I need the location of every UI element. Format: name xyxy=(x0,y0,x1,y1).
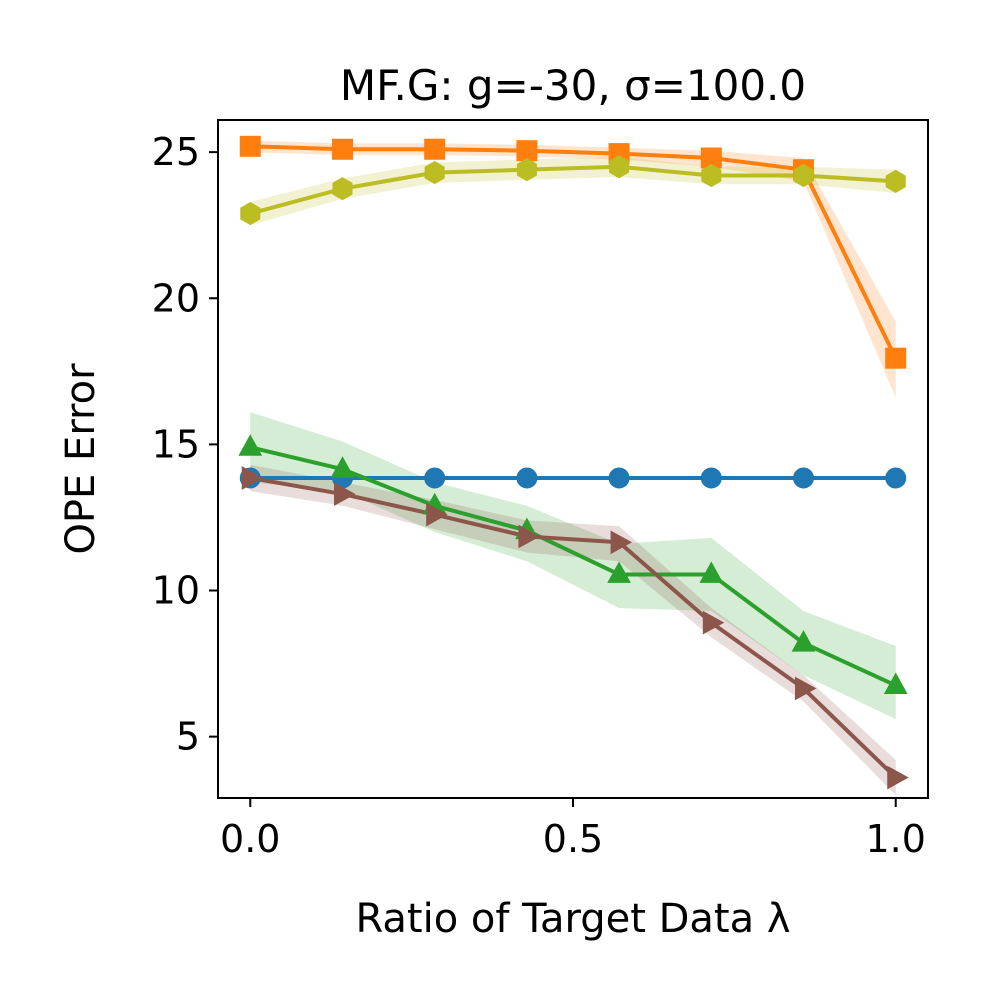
green-triangle-marker xyxy=(238,434,263,456)
orange-square-marker xyxy=(332,138,354,160)
green-triangle-marker xyxy=(883,672,908,694)
olive-hexagon-marker xyxy=(332,177,353,201)
brown-triangle-right-line xyxy=(249,476,898,779)
olive-hexagon-line xyxy=(249,164,896,216)
blue-circle-marker xyxy=(885,467,907,489)
chart-title: MF.G: g=-30, σ=100.0 xyxy=(340,61,806,110)
x-tick-label: 0.5 xyxy=(543,817,603,861)
green-triangle-band xyxy=(250,412,896,720)
orange-square-marker xyxy=(239,135,261,157)
brown-triangle-right-band xyxy=(250,464,896,796)
green-triangle-marker xyxy=(330,456,355,478)
orange-square-marker xyxy=(516,140,538,162)
green-triangle-marker xyxy=(699,561,724,583)
y-tick-label: 10 xyxy=(152,569,200,613)
green-triangle-marker xyxy=(607,561,631,583)
brown-triangle-right-marker xyxy=(426,502,448,527)
blue-circle-marker xyxy=(424,467,446,489)
olive-hexagon-marker xyxy=(240,201,261,226)
x-tick-label: 1.0 xyxy=(866,817,926,861)
blue-circle-marker xyxy=(516,467,538,489)
y-tick-label: 5 xyxy=(176,715,200,759)
series-markers xyxy=(238,135,909,790)
olive-hexagon-marker xyxy=(516,158,537,182)
blue-circle-marker xyxy=(608,467,630,489)
brown-triangle-right-marker xyxy=(518,524,540,549)
brown-triangle-right-marker xyxy=(241,466,264,490)
brown-triangle-right-marker xyxy=(887,765,909,790)
orange-square-marker xyxy=(424,138,446,160)
y-axis-ticks: 5 10 15 20 25 xyxy=(152,130,218,759)
olive-hexagon-marker xyxy=(885,169,906,193)
series-lines xyxy=(249,144,898,779)
olive-hexagon-marker xyxy=(793,163,814,188)
y-tick-label: 15 xyxy=(152,422,200,466)
y-axis-title: OPE Error xyxy=(58,363,104,555)
brown-triangle-right-marker xyxy=(794,676,817,701)
orange-square-line xyxy=(250,144,898,360)
olive-hexagon-marker xyxy=(701,163,722,188)
brown-triangle-right-marker xyxy=(334,482,356,506)
olive-hexagon-marker xyxy=(424,161,445,185)
x-tick-label: 0.0 xyxy=(220,817,280,861)
green-triangle-marker xyxy=(791,630,816,652)
orange-square-marker xyxy=(885,347,907,369)
blue-circle-marker xyxy=(792,467,814,489)
olive-hexagon-marker xyxy=(609,155,630,179)
brown-triangle-right-marker xyxy=(610,530,633,555)
green-triangle-line xyxy=(249,445,897,688)
blue-circle-marker xyxy=(700,467,722,489)
x-axis-title: Ratio of Target Data λ xyxy=(355,896,790,942)
y-tick-label: 20 xyxy=(152,276,200,320)
y-tick-label: 25 xyxy=(152,130,200,174)
x-axis-ticks: 0.0 0.5 1.0 xyxy=(220,798,926,861)
brown-triangle-right-marker xyxy=(702,610,725,635)
